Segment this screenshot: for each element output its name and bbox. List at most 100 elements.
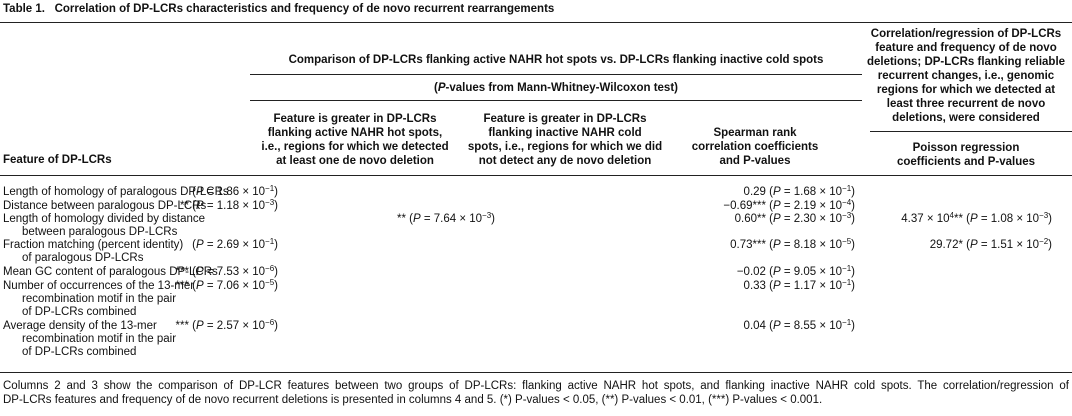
col5-header-line: recurrent changes, i.e., genomic xyxy=(877,70,1055,82)
table-label: Table 1. xyxy=(3,3,45,15)
text-run: ( xyxy=(434,82,438,94)
row-label: of paralogous DP-LCRs xyxy=(22,252,144,264)
text-run: ) xyxy=(851,186,855,198)
text-run: ) xyxy=(851,320,855,332)
text-run: = 7.06 × 10 xyxy=(203,280,266,292)
row-label: Average density of the 13-mer xyxy=(3,320,157,332)
col5-header-line: feature and frequency of de novo xyxy=(875,42,1057,54)
bottom-rule xyxy=(0,372,1072,373)
exponent: −1 xyxy=(842,184,852,193)
text-run: 0.04 ( xyxy=(743,320,773,332)
exponent: −1 xyxy=(842,264,852,273)
text-run: ) xyxy=(274,280,278,292)
text-run: 0.73*** ( xyxy=(730,239,773,251)
italic-run: P xyxy=(195,280,204,292)
text-run: ) xyxy=(1048,213,1052,225)
italic-run: P xyxy=(195,239,204,251)
text-run: = 2.30 × 10 xyxy=(780,213,843,225)
exponent: −3 xyxy=(842,211,852,220)
italic-run: P xyxy=(772,320,781,332)
row-label: Distance between paralogous DP-LCRs xyxy=(3,200,207,212)
text-run: = 1.51 × 10 xyxy=(977,239,1040,251)
text-run: *** ( xyxy=(175,320,196,332)
text-run: ) xyxy=(274,200,278,212)
text-run: ( xyxy=(192,186,196,198)
text-run: ) xyxy=(274,266,278,278)
table-title: Table 1. Correlation of DP-LCRs characte… xyxy=(3,3,554,16)
exponent: −5 xyxy=(842,237,852,246)
text-run: ** ( xyxy=(396,213,413,225)
text-run: 0.60** ( xyxy=(734,213,773,225)
column-header: Feature is greater in DP-LCRs xyxy=(483,113,647,125)
column-header: flanking active NAHR hot spots, xyxy=(267,127,443,139)
group-header: Comparison of DP-LCRs flanking active NA… xyxy=(288,54,824,66)
text-run: 0.29 ( xyxy=(743,186,773,198)
text-run: −0.02 ( xyxy=(736,266,773,278)
exponent: −1 xyxy=(842,318,852,327)
italic-run: P xyxy=(195,186,204,198)
text-run: −0.69*** ( xyxy=(723,200,773,212)
row-label: Length of homology divided by distance xyxy=(3,213,206,225)
cell-value: ** (P = 1.18 × 10−3) xyxy=(180,199,278,213)
test-note: (P-values from Mann-Whitney-Wilcoxon tes… xyxy=(250,82,862,95)
exponent: −3 xyxy=(482,211,492,220)
text-run: ) xyxy=(851,239,855,251)
cell-value: 0.04 (P = 8.55 × 10−1) xyxy=(743,318,855,333)
cell-value: *** (P = 2.57 × 10−6) xyxy=(175,319,278,333)
row-label: Fraction matching (percent identity) xyxy=(3,239,184,251)
text-run: 4.37 × 10 xyxy=(901,213,950,225)
cell-value: −0.69*** (P = 2.19 × 10−4) xyxy=(723,198,855,213)
column-header: at least one de novo deletion xyxy=(276,155,434,167)
cell-value: −0.02 (P = 9.05 × 10−1) xyxy=(736,264,855,279)
column-header: Feature of DP-LCRs xyxy=(3,154,112,166)
italic-run: P xyxy=(772,213,781,225)
exponent: −4 xyxy=(842,198,852,207)
row-label: of DP-LCRs combined xyxy=(22,346,137,358)
text-run: ) xyxy=(851,266,855,278)
row-label: recombination motif in the pair xyxy=(22,293,177,305)
exponent: 4 xyxy=(949,211,954,220)
col5-header-line: Correlation/regression of DP-LCRs xyxy=(870,28,1062,40)
text-run: ) xyxy=(274,186,278,198)
column-header: Feature is greater in DP-LCRs xyxy=(273,113,437,125)
italic-run: P xyxy=(969,239,978,251)
cell-value: 4.37 × 104** (P = 1.08 × 10−3) xyxy=(901,211,1052,226)
text-run: = 8.55 × 10 xyxy=(780,320,843,332)
text-run: ) xyxy=(491,213,495,225)
text-run: = 9.05 × 10 xyxy=(780,266,843,278)
text-run: 0.33 ( xyxy=(743,280,773,292)
text-run: ) xyxy=(851,213,855,225)
italic-run: P xyxy=(772,239,781,251)
exponent: −2 xyxy=(1039,237,1049,246)
col5-header-line: least three recurrent de novo xyxy=(886,98,1046,110)
column-header: Spearman rank xyxy=(713,127,797,139)
footnote-line: DP-LCRs features and frequency of de nov… xyxy=(3,394,823,406)
text-run: *** ( xyxy=(175,280,196,292)
text-run: = 2.69 × 10 xyxy=(203,239,266,251)
text-run: ) xyxy=(851,200,855,212)
exponent: −6 xyxy=(265,264,275,273)
italic-run: P xyxy=(195,320,204,332)
text-run: -values from Mann-Whitney-Wilcoxon test) xyxy=(445,82,678,94)
cell-value: 0.33 (P = 1.17 × 10−1) xyxy=(743,279,855,293)
footnote-line: Columns 2 and 3 show the comparison of D… xyxy=(3,380,1069,392)
test-rule xyxy=(250,100,862,101)
column-header: i.e., regions for which we detected xyxy=(261,141,449,153)
row-label: Length of homology of paralogous DP-LCRs xyxy=(3,186,229,198)
italic-run: P xyxy=(772,266,781,278)
text-run: ** ( xyxy=(953,213,970,225)
exponent: −3 xyxy=(1039,211,1049,220)
italic-run: P xyxy=(969,213,978,225)
table-caption: Correlation of DP-LCRs characteristics a… xyxy=(54,3,555,15)
text-run: = 1.17 × 10 xyxy=(780,280,843,292)
column-header: spots, i.e., regions for which we did xyxy=(467,141,663,153)
column-header: not detect any de novo deletion xyxy=(478,155,652,167)
row-label: recombination motif in the pair xyxy=(22,333,177,345)
cell-value: 29.72* (P = 1.51 × 10−2) xyxy=(930,237,1052,252)
row-label: of DP-LCRs combined xyxy=(22,306,137,318)
exponent: −1 xyxy=(265,237,275,246)
text-run: *** ( xyxy=(175,266,196,278)
cell-value: 0.29 (P = 1.68 × 10−1) xyxy=(743,184,855,199)
italic-run: P xyxy=(412,213,421,225)
